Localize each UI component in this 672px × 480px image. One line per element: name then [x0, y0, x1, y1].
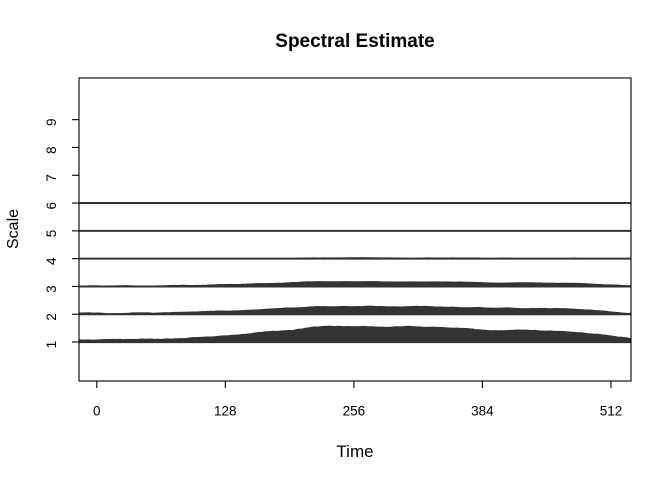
- svg-text:3: 3: [44, 285, 59, 293]
- svg-text:1: 1: [44, 341, 59, 349]
- svg-text:0: 0: [93, 404, 101, 419]
- svg-text:9: 9: [44, 119, 59, 127]
- svg-text:8: 8: [44, 146, 59, 154]
- svg-text:6: 6: [44, 202, 59, 210]
- svg-text:5: 5: [44, 230, 59, 238]
- svg-text:4: 4: [44, 257, 59, 265]
- svg-text:2: 2: [44, 313, 59, 321]
- svg-text:128: 128: [214, 404, 237, 419]
- svg-text:384: 384: [471, 404, 494, 419]
- svg-text:7: 7: [44, 174, 59, 182]
- svg-text:512: 512: [600, 404, 623, 419]
- svg-text:256: 256: [343, 404, 366, 419]
